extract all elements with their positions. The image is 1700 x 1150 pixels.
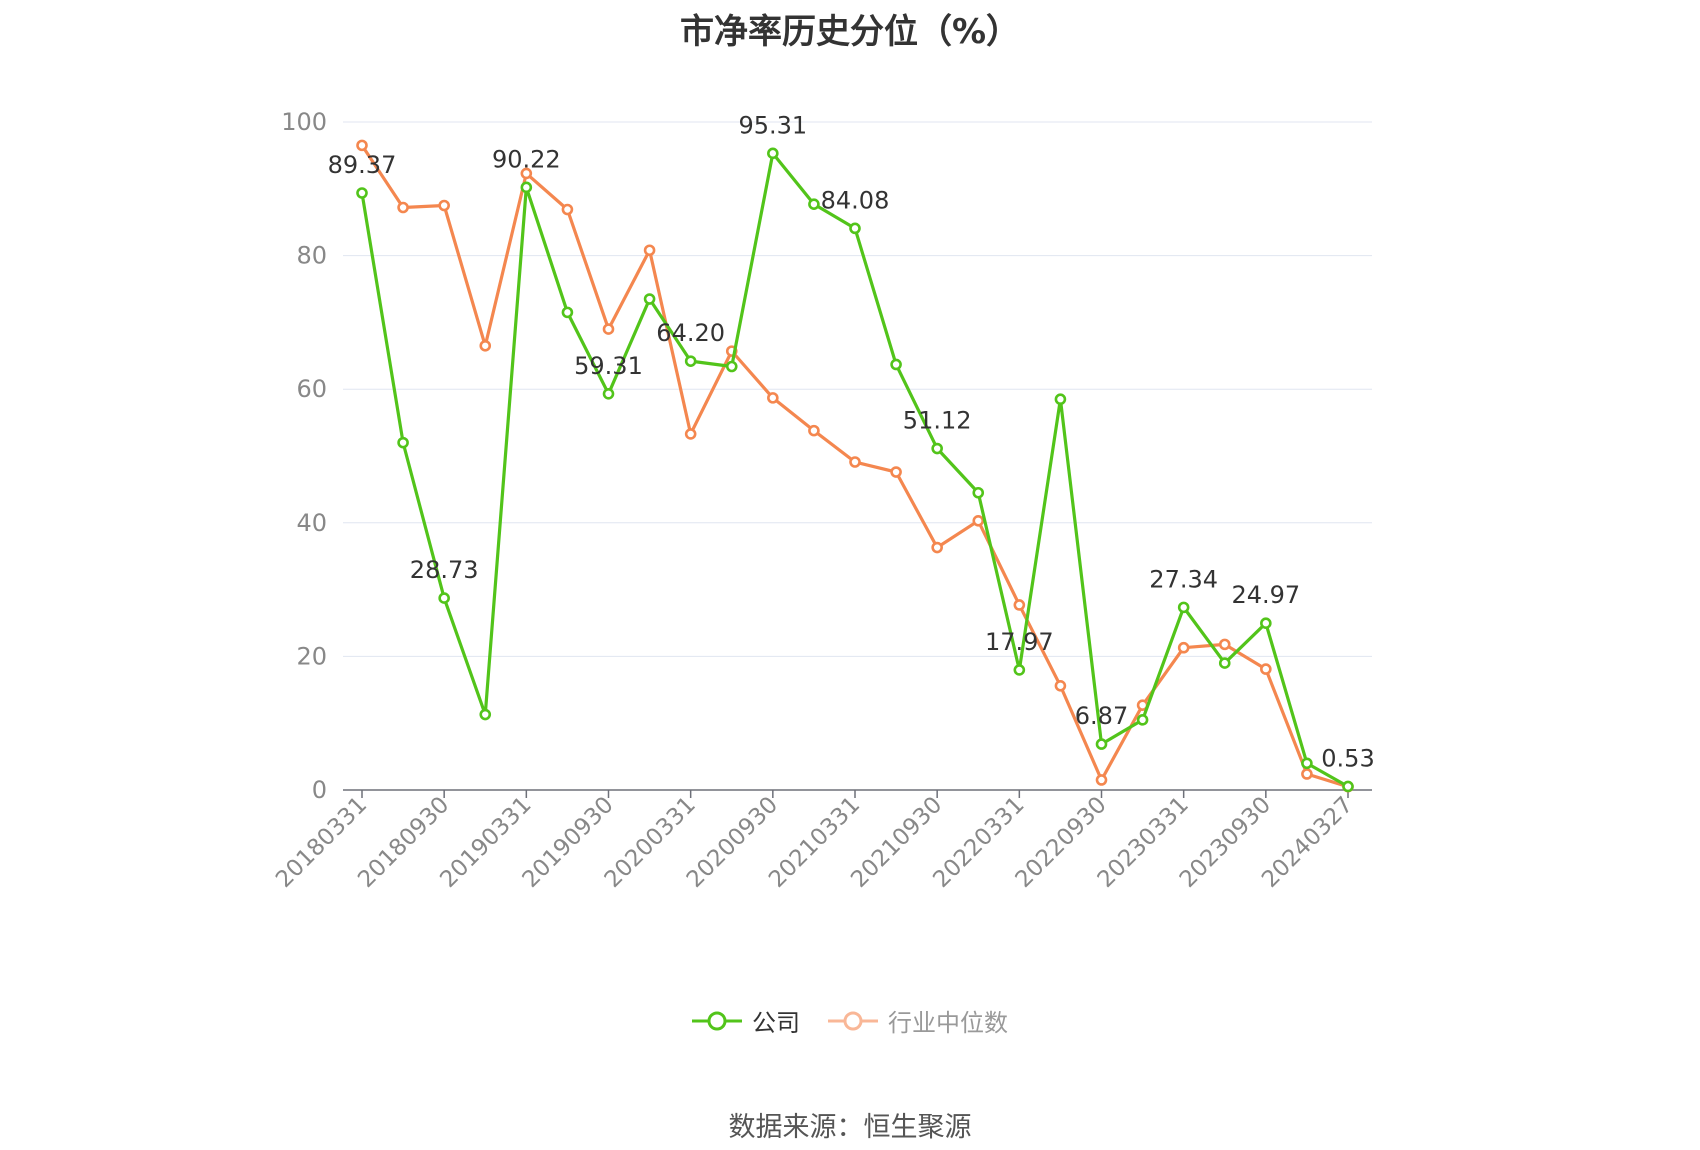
data-point-industry (438, 199, 450, 212)
legend-industry-marker-icon (828, 1011, 878, 1030)
data-label: 84.08 (821, 186, 890, 214)
data-point-industry (890, 466, 902, 478)
y-tick-label: 80 (296, 242, 327, 270)
data-point-industry (972, 514, 985, 527)
legend-company-label: 公司 (752, 1009, 800, 1037)
data-point-company (1218, 657, 1231, 669)
data-label: 0.53 (1321, 744, 1374, 772)
y-tick-label: 40 (296, 509, 327, 537)
legend-industry-label: 行业中位数 (888, 1009, 1008, 1037)
legend: 公司 行业中位数 (0, 1003, 1700, 1038)
data-point-industry (479, 339, 492, 352)
data-point-company (520, 181, 533, 194)
data-point-industry (397, 201, 409, 214)
data-point-company (725, 360, 738, 373)
y-tick-label: 100 (281, 108, 327, 136)
data-label: 51.12 (903, 407, 972, 435)
data-point-company (972, 486, 985, 499)
data-label: 24.97 (1231, 581, 1300, 609)
data-point-industry (1054, 679, 1067, 692)
data-point-industry (602, 323, 615, 335)
data-point-industry (1095, 774, 1108, 786)
data-point-industry (1177, 641, 1190, 654)
data-point-industry (808, 424, 820, 437)
chart-title: 市净率历史分位（%） (679, 12, 1021, 52)
data-point-company (1177, 601, 1190, 614)
y-tick-label: 20 (296, 642, 327, 670)
data-labels: 89.37 28.73 90.22 59.31 64.20 95.31 84.08 51.12… (328, 111, 1375, 772)
data-point-company (1054, 393, 1067, 406)
data-point-industry (356, 139, 368, 152)
data-label: 90.22 (492, 145, 561, 173)
data-point-industry (849, 456, 861, 468)
data-point-company (808, 198, 820, 210)
grid-lines (343, 121, 1372, 657)
data-point-industry (1013, 599, 1026, 611)
data-point-industry (767, 392, 779, 404)
data-label: 27.34 (1149, 565, 1218, 593)
data-point-company (890, 358, 902, 371)
data-source: 数据来源：恒生聚源 (728, 1112, 972, 1143)
data-point-industry (931, 541, 943, 554)
legend-company-marker-icon (692, 1011, 742, 1030)
data-point-company (643, 293, 656, 305)
data-point-industry (643, 244, 656, 257)
data-point-company (479, 708, 492, 721)
data-label: 17.97 (985, 628, 1054, 656)
y-tick-label: 60 (296, 375, 327, 403)
data-label: 64.20 (656, 319, 725, 347)
data-point-industry (520, 167, 533, 180)
data-point-company (684, 355, 697, 367)
data-point-company (397, 436, 409, 449)
series-lines (356, 139, 1354, 793)
axes: 0204060801002018033120180930201903312019… (271, 108, 1372, 893)
data-label: 95.31 (738, 111, 807, 139)
data-label: 28.73 (410, 556, 479, 584)
data-point-company (438, 592, 450, 604)
data-point-company (1095, 738, 1108, 750)
data-point-company (1136, 714, 1149, 726)
data-label: 89.37 (328, 151, 397, 179)
data-point-industry (1301, 768, 1313, 780)
data-point-company (356, 187, 368, 199)
data-point-industry (561, 203, 574, 216)
data-point-company (1342, 780, 1354, 793)
data-point-industry (1218, 638, 1231, 651)
y-tick-label: 0 (312, 776, 327, 804)
data-point-company (602, 388, 615, 400)
legend-item-industry[interactable]: 行业中位数 (828, 1003, 1008, 1038)
data-point-company (849, 222, 861, 235)
data-point-company (931, 442, 943, 455)
data-point-company (1260, 617, 1272, 630)
data-label: 6.87 (1075, 702, 1128, 730)
data-point-company (1013, 664, 1026, 676)
data-point-company (561, 306, 574, 319)
data-point-industry (1260, 663, 1272, 675)
data-point-industry (684, 428, 697, 440)
legend-item-company[interactable]: 公司 (692, 1003, 800, 1038)
data-point-company (1301, 757, 1313, 770)
data-point-company (767, 147, 779, 160)
data-label: 59.31 (574, 352, 643, 380)
